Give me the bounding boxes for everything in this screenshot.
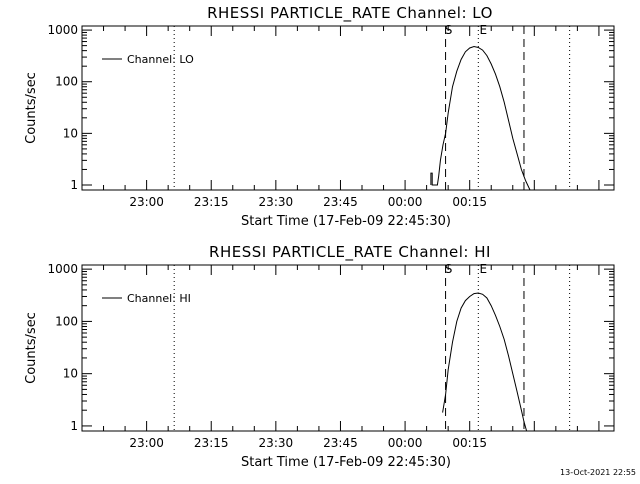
x-tick-label: 00:00	[388, 195, 423, 209]
chart-title: RHESSI PARTICLE_RATE Channel: HI	[209, 243, 491, 262]
time-markers	[173, 265, 571, 431]
series-line	[430, 45, 531, 190]
x-tick-label: 23:15	[194, 195, 229, 209]
y-tick-label: 100	[55, 314, 78, 328]
chart-title: RHESSI PARTICLE_RATE Channel: LO	[207, 4, 493, 23]
marker-s-label: S	[445, 23, 453, 37]
x-axis: 23:00 23:15 23:30 23:45 00:00 00:15	[103, 26, 600, 209]
plot-frame	[81, 25, 615, 191]
y-tick-label: 1	[70, 178, 78, 192]
legend: Channel: HI	[102, 292, 191, 305]
timestamp: 13-Oct-2021 22:55	[560, 468, 636, 477]
y-tick-label: 10	[63, 367, 78, 381]
x-tick-label: 23:45	[323, 436, 358, 450]
marker-e-label: E	[480, 262, 488, 276]
series-line	[442, 292, 528, 431]
x-axis: 23:00 23:15 23:30 23:45 00:00 00:15	[103, 265, 600, 450]
series-group	[442, 292, 528, 431]
series-group	[430, 45, 531, 190]
x-tick-label: 23:15	[194, 436, 229, 450]
y-tick-label: 100	[55, 75, 78, 89]
plot-frame	[81, 264, 615, 432]
y-axis-label: Counts/sec	[24, 72, 39, 144]
x-axis-label: Start Time (17-Feb-09 22:45:30)	[241, 455, 451, 470]
y-tick-label: 1000	[47, 23, 78, 37]
panel-lo: RHESSI PARTICLE_RATE Channel: LO 1101001…	[24, 4, 615, 229]
y-axis-label: Counts/sec	[24, 312, 39, 384]
legend-label: Channel: LO	[127, 53, 194, 66]
y-tick-label: 1	[70, 419, 78, 433]
marker-s-label: S	[445, 262, 453, 276]
x-tick-label: 00:15	[452, 195, 487, 209]
x-tick-label: 23:30	[259, 195, 294, 209]
x-tick-label: 23:00	[129, 195, 164, 209]
x-tick-label: 00:00	[388, 436, 423, 450]
x-axis-label: Start Time (17-Feb-09 22:45:30)	[241, 214, 451, 229]
x-tick-label: 23:30	[259, 436, 294, 450]
x-tick-label: 23:00	[129, 436, 164, 450]
time-markers	[173, 26, 571, 190]
y-tick-label: 10	[63, 126, 78, 140]
legend-label: Channel: HI	[127, 292, 191, 305]
x-tick-label: 23:45	[323, 195, 358, 209]
y-axis: 1 10 100 1000	[47, 262, 614, 433]
x-tick-label: 00:15	[452, 436, 487, 450]
y-tick-label: 1000	[47, 262, 78, 276]
y-axis: 1 10 100 1000	[47, 23, 614, 192]
marker-e-label: E	[480, 23, 488, 37]
panel-hi: RHESSI PARTICLE_RATE Channel: HI 1101001…	[24, 243, 615, 470]
legend: Channel: LO	[102, 53, 194, 66]
